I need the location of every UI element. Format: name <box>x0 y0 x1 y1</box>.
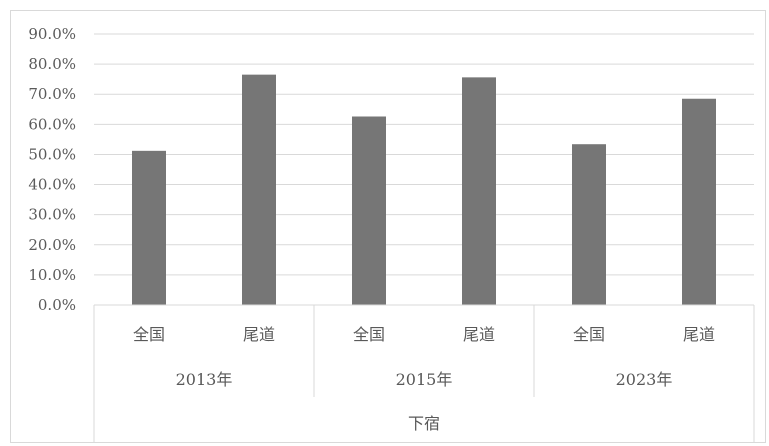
y-tick-label: 0.0% <box>38 296 76 314</box>
bar <box>682 98 716 305</box>
y-tick-label: 50.0% <box>28 145 76 163</box>
y-tick-label: 10.0% <box>28 266 76 284</box>
x-category-label: 全国 <box>133 325 165 344</box>
x-category-label: 尾道 <box>243 325 275 344</box>
x-group-label: 2023年 <box>616 370 673 389</box>
y-tick-label: 30.0% <box>28 206 76 224</box>
bar <box>242 74 276 306</box>
y-tick-label: 80.0% <box>28 55 76 73</box>
y-axis-tick-labels: 0.0% 10.0% 20.0% 30.0% 40.0% 50.0% 60.0% 70.0% 8… <box>28 25 76 314</box>
bars <box>132 74 716 306</box>
x-group-label: 2013年 <box>176 370 233 389</box>
y-tick-label: 40.0% <box>28 176 76 194</box>
bar <box>352 116 386 305</box>
bar <box>572 144 606 305</box>
x-category-label: 尾道 <box>683 325 715 344</box>
gridlines <box>94 33 754 276</box>
y-tick-label: 60.0% <box>28 115 76 133</box>
x-supergroup-label: 下宿 <box>408 414 440 433</box>
y-tick-label: 20.0% <box>28 236 76 254</box>
x-category-label: 全国 <box>353 325 385 344</box>
y-tick-label: 70.0% <box>28 85 76 103</box>
x-category-label: 全国 <box>573 325 605 344</box>
bar <box>132 150 166 305</box>
x-category-label: 尾道 <box>463 325 495 344</box>
x-group-label: 2015年 <box>396 370 453 389</box>
y-tick-label: 90.0% <box>28 25 76 43</box>
bar <box>462 77 496 305</box>
